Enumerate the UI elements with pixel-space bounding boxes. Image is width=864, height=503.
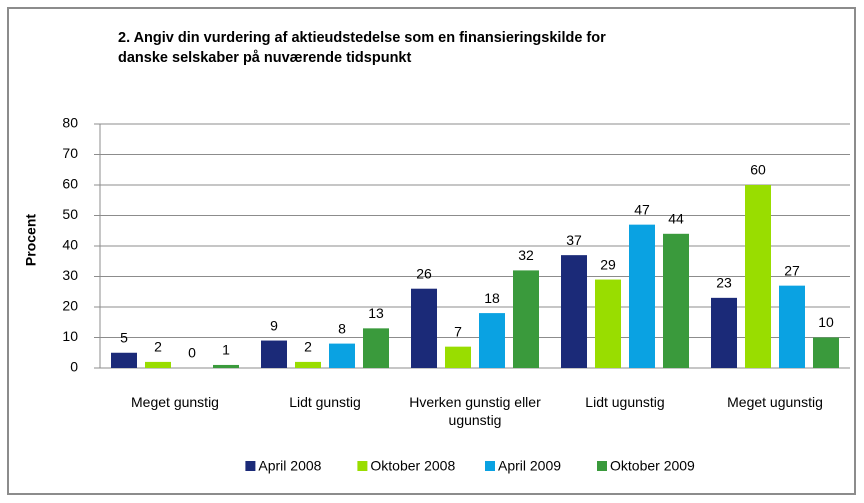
data-label: 0 [188,345,196,361]
data-label: 7 [454,323,462,339]
data-label: 5 [120,329,128,345]
y-tick-label: 80 [62,115,78,131]
y-tick-label: 50 [62,206,78,222]
x-tick-label: Lidt gunstig [289,394,361,410]
data-label: 29 [600,256,616,272]
data-label: 13 [368,305,384,321]
chart-title: danske selskaber på nuværende tidspunkt [118,50,412,66]
y-tick-label: 70 [62,145,78,161]
chart-title: 2. Angiv din vurdering af aktieudstedels… [118,30,606,46]
bar [445,346,471,368]
bar [629,224,655,368]
y-axis-label: Procent [23,214,39,266]
data-label: 23 [716,275,732,291]
bar [561,255,587,368]
data-label: 26 [416,265,432,281]
data-label: 9 [270,317,278,333]
data-label: 47 [634,201,650,217]
y-tick-label: 30 [62,267,78,283]
data-label: 10 [818,314,834,330]
frame-border [7,7,856,495]
x-tick-label: Hverken gunstig eller ugunstig [409,394,541,428]
bar [295,361,321,368]
data-label: 18 [484,290,500,306]
bar [745,185,771,368]
bar [595,279,621,368]
bar [213,364,239,368]
data-label: 2 [154,339,162,355]
x-tick-label: Lidt ugunstig [585,394,665,410]
data-label: 44 [668,211,684,227]
bar [145,361,171,368]
bar [363,328,389,368]
legend-label: Oktober 2009 [610,458,695,474]
bar [663,233,689,368]
y-tick-label: 10 [62,328,78,344]
legend-swatch [485,461,495,471]
data-label: 8 [338,320,346,336]
legend-swatch [245,461,256,471]
x-tick-label: Meget gunstig [131,394,219,410]
data-label: 1 [222,342,230,358]
bar [479,313,505,368]
legend-swatch [357,461,368,471]
bar [329,343,355,368]
bar [261,340,287,368]
bar [779,285,805,368]
bar [711,297,737,368]
y-tick-label: 0 [70,359,78,375]
data-label: 60 [750,162,766,178]
legend-label: Oktober 2008 [370,458,455,474]
bar [411,288,437,368]
legend-swatch [597,461,607,471]
data-label: 32 [518,247,534,263]
data-label: 37 [566,232,582,248]
y-tick-label: 40 [62,237,78,253]
bar [513,270,539,368]
legend-label: April 2008 [258,458,321,474]
data-label: 2 [304,339,312,355]
data-label: 27 [784,262,800,278]
bar [111,352,137,368]
bar [813,337,839,368]
x-tick-label: Meget ugunstig [727,394,823,410]
legend-label: April 2009 [498,458,561,474]
y-tick-label: 20 [62,298,78,314]
y-tick-label: 60 [62,176,78,192]
